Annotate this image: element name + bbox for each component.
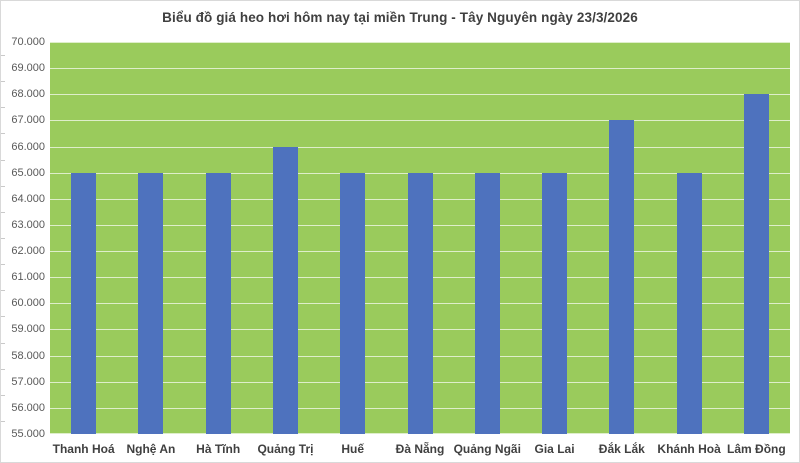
y-axis-minor-tick (1, 238, 5, 239)
y-axis-tick-label: 60.000 (11, 297, 45, 310)
x-axis-label-da-nang: Đà Nẵng (395, 442, 445, 456)
gridline (50, 42, 790, 43)
y-axis-minor-tick (1, 55, 5, 56)
y-axis-minor-tick (1, 107, 5, 108)
y-axis-minor-tick (1, 369, 5, 370)
x-axis-label-thanh-hoa: Thanh Hoá (52, 442, 115, 456)
x-axis-label-ha-tinh: Hà Tĩnh (196, 442, 241, 456)
bar-gia-lai (542, 172, 568, 434)
chart-title: Biểu đồ giá heo hơi hôm nay tại miền Tru… (162, 10, 638, 25)
y-axis-minor-tick (1, 395, 5, 396)
x-axis-label-lam-dong: Lâm Đồng (727, 442, 786, 456)
bar-thanh-hoa (71, 172, 97, 434)
bar-da-nang (407, 172, 433, 434)
gridline (50, 68, 790, 69)
x-axis-label-gia-lai: Gia Lai (534, 442, 575, 456)
y-axis-tick-label: 58.000 (11, 349, 45, 362)
y-axis-minor-tick (1, 290, 5, 291)
y-axis-minor-tick (1, 316, 5, 317)
bar-ha-tinh (205, 172, 231, 434)
y-axis-minor-tick (1, 343, 5, 344)
y-axis-minor-tick (1, 133, 5, 134)
gridline (50, 94, 790, 95)
gridline (50, 120, 790, 121)
bar-hue (340, 172, 366, 434)
x-axis-label-dak-lak: Đắk Lắk (598, 442, 645, 456)
y-axis-minor-tick (1, 421, 5, 422)
y-axis-tick-label: 69.000 (11, 62, 45, 75)
x-axis-label-quang-tri: Quảng Trị (257, 442, 314, 456)
plot-area (50, 42, 790, 434)
y-axis-tick-label: 63.000 (11, 218, 45, 231)
y-axis-tick-label: 57.000 (11, 375, 45, 388)
y-axis-tick-label: 55.000 (11, 428, 45, 440)
bar-dak-lak (609, 120, 635, 434)
y-axis-minor-tick (1, 264, 5, 265)
bar-quang-tri (272, 146, 298, 434)
y-axis-tick-label: 64.000 (11, 192, 45, 205)
bar-nghe-an (138, 172, 164, 434)
y-axis-minor-tick (1, 81, 5, 82)
bar-khanh-hoa (676, 172, 702, 434)
y-axis-tick-label: 67.000 (11, 114, 45, 127)
x-axis-label-hue: Huế (341, 442, 365, 456)
gridline (50, 147, 790, 148)
y-axis-minor-tick (1, 212, 5, 213)
y-axis-tick-label: 65.000 (11, 166, 45, 179)
y-axis-tick-label: 56.000 (11, 401, 45, 414)
y-axis-tick-label: 59.000 (11, 323, 45, 336)
x-axis-label-quang-ngai: Quảng Ngãi (453, 442, 521, 456)
y-axis-tick-label: 62.000 (11, 245, 45, 258)
bar-lam-dong (743, 94, 769, 434)
x-axis-label-khanh-hoa: Khánh Hoà (657, 442, 721, 456)
y-axis-minor-tick (1, 160, 5, 161)
y-axis-tick-label: 68.000 (11, 88, 45, 101)
y-axis-minor-tick (1, 186, 5, 187)
y-axis-tick-label: 70.000 (11, 36, 45, 48)
bar-quang-ngai (474, 172, 500, 434)
y-axis-tick-label: 61.000 (11, 271, 45, 284)
y-axis-tick-label: 66.000 (11, 140, 45, 153)
x-axis-label-nghe-an: Nghệ An (126, 442, 176, 456)
